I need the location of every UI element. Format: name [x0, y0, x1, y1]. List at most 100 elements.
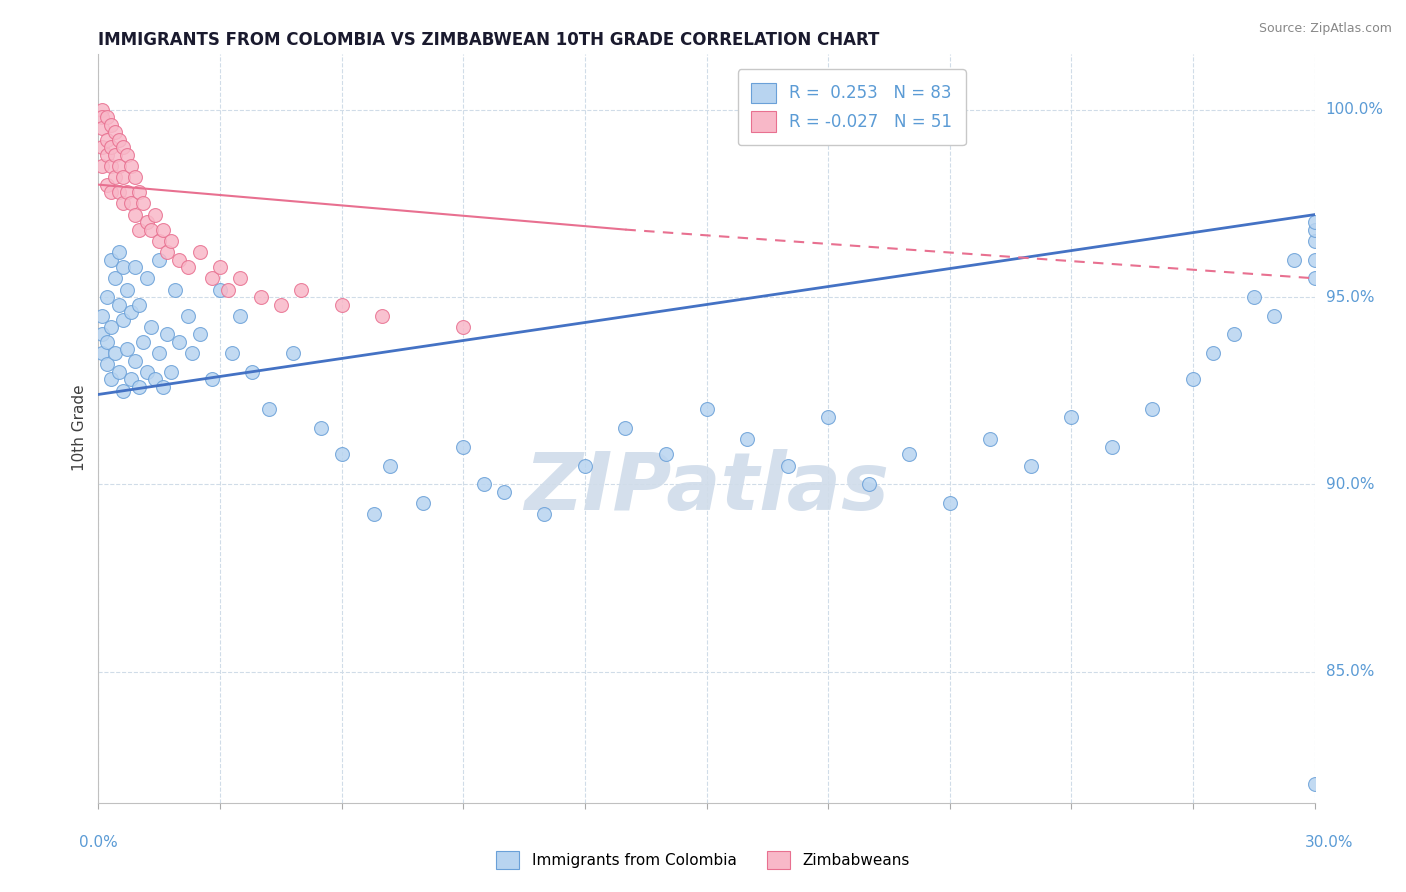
- Point: [311, 421, 333, 435]
- Point: [132, 196, 155, 211]
- Point: [229, 309, 252, 323]
- Point: [209, 260, 232, 274]
- Point: [115, 283, 138, 297]
- Point: [257, 402, 280, 417]
- Point: [1243, 290, 1265, 304]
- Point: [100, 372, 122, 386]
- Point: [104, 170, 127, 185]
- Text: ZIPatlas: ZIPatlas: [524, 449, 889, 527]
- Point: [229, 271, 252, 285]
- Point: [169, 252, 191, 267]
- Point: [91, 346, 114, 360]
- Point: [96, 178, 118, 192]
- Point: [160, 365, 183, 379]
- Point: [209, 283, 232, 297]
- Text: 100.0%: 100.0%: [1326, 103, 1384, 117]
- Point: [1303, 777, 1326, 791]
- Point: [1263, 309, 1285, 323]
- Point: [107, 159, 129, 173]
- Point: [201, 271, 224, 285]
- Point: [143, 372, 166, 386]
- Point: [100, 159, 122, 173]
- Point: [1303, 271, 1326, 285]
- Point: [1202, 346, 1225, 360]
- Point: [115, 343, 138, 357]
- Point: [180, 346, 202, 360]
- Point: [614, 421, 637, 435]
- Point: [115, 147, 138, 161]
- Point: [242, 365, 264, 379]
- Point: [249, 290, 271, 304]
- Point: [1303, 252, 1326, 267]
- Point: [979, 433, 1001, 447]
- Point: [1284, 252, 1306, 267]
- Point: [107, 365, 129, 379]
- Point: [1303, 222, 1326, 236]
- Text: 95.0%: 95.0%: [1326, 290, 1374, 304]
- Text: IMMIGRANTS FROM COLOMBIA VS ZIMBABWEAN 10TH GRADE CORRELATION CHART: IMMIGRANTS FROM COLOMBIA VS ZIMBABWEAN 1…: [98, 31, 880, 49]
- Point: [120, 305, 142, 319]
- Point: [139, 222, 162, 236]
- Point: [107, 245, 129, 260]
- Point: [124, 260, 146, 274]
- Point: [107, 297, 129, 311]
- Point: [143, 208, 166, 222]
- Point: [124, 353, 146, 368]
- Point: [115, 185, 138, 199]
- Point: [91, 103, 114, 117]
- Point: [111, 140, 134, 154]
- Point: [363, 508, 385, 522]
- Point: [148, 346, 170, 360]
- Text: 0.0%: 0.0%: [79, 836, 118, 850]
- Point: [132, 334, 155, 349]
- Point: [124, 208, 146, 222]
- Point: [107, 185, 129, 199]
- Point: [139, 320, 162, 334]
- Point: [1101, 440, 1123, 454]
- Point: [104, 346, 127, 360]
- Point: [176, 260, 198, 274]
- Point: [91, 110, 114, 124]
- Y-axis label: 10th Grade: 10th Grade: [72, 384, 87, 472]
- Point: [124, 170, 146, 185]
- Point: [330, 297, 353, 311]
- Point: [111, 170, 134, 185]
- Point: [96, 110, 118, 124]
- Point: [217, 283, 239, 297]
- Point: [128, 222, 150, 236]
- Point: [371, 309, 394, 323]
- Point: [655, 447, 678, 461]
- Point: [472, 477, 495, 491]
- Point: [290, 283, 312, 297]
- Point: [152, 380, 174, 394]
- Point: [817, 409, 839, 424]
- Point: [1182, 372, 1205, 386]
- Point: [104, 125, 127, 139]
- Point: [111, 384, 134, 398]
- Point: [221, 346, 243, 360]
- Point: [169, 334, 191, 349]
- Point: [201, 372, 224, 386]
- Legend: Immigrants from Colombia, Zimbabweans: Immigrants from Colombia, Zimbabweans: [491, 845, 915, 875]
- Point: [1019, 458, 1042, 473]
- Point: [152, 222, 174, 236]
- Point: [96, 358, 118, 372]
- Point: [91, 159, 114, 173]
- Point: [136, 271, 159, 285]
- Point: [136, 215, 159, 229]
- Text: 30.0%: 30.0%: [1305, 836, 1353, 850]
- Point: [120, 159, 142, 173]
- Point: [100, 185, 122, 199]
- Point: [380, 458, 402, 473]
- Point: [1303, 234, 1326, 248]
- Point: [188, 245, 211, 260]
- Point: [156, 245, 179, 260]
- Point: [136, 365, 159, 379]
- Point: [776, 458, 799, 473]
- Text: Source: ZipAtlas.com: Source: ZipAtlas.com: [1258, 22, 1392, 36]
- Point: [111, 196, 134, 211]
- Point: [1303, 215, 1326, 229]
- Point: [128, 380, 150, 394]
- Legend: R =  0.253   N = 83, R = -0.027   N = 51: R = 0.253 N = 83, R = -0.027 N = 51: [738, 70, 966, 145]
- Point: [96, 133, 118, 147]
